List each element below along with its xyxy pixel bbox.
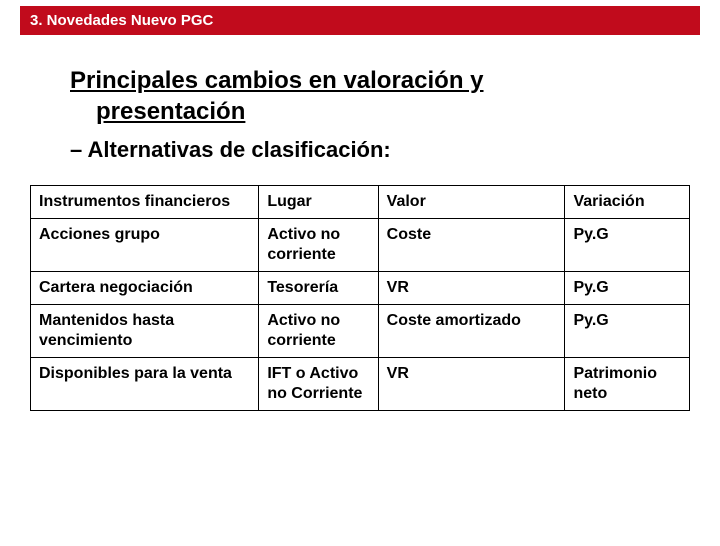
cell-lugar: IFT o Activo no Corriente	[259, 358, 378, 411]
table-row: Disponibles para la venta IFT o Activo n…	[31, 358, 690, 411]
title-line2: presentación	[70, 96, 670, 127]
col-header-variacion: Variación	[565, 186, 690, 219]
cell-instrumento: Mantenidos hasta vencimiento	[31, 305, 259, 358]
slide-header: 3. Novedades Nuevo PGC	[20, 6, 700, 35]
col-header-instrumentos: Instrumentos financieros	[31, 186, 259, 219]
cell-instrumento: Acciones grupo	[31, 219, 259, 272]
cell-lugar: Activo no corriente	[259, 219, 378, 272]
table-row: Mantenidos hasta vencimiento Activo no c…	[31, 305, 690, 358]
cell-variacion: Patrimonio neto	[565, 358, 690, 411]
cell-lugar: Activo no corriente	[259, 305, 378, 358]
col-header-valor: Valor	[378, 186, 565, 219]
table-header-row: Instrumentos financieros Lugar Valor Var…	[31, 186, 690, 219]
title-line1: Principales cambios en valoración y	[70, 67, 484, 94]
cell-valor: VR	[378, 358, 565, 411]
cell-instrumento: Cartera negociación	[31, 272, 259, 305]
cell-valor: Coste	[378, 219, 565, 272]
classification-table: Instrumentos financieros Lugar Valor Var…	[30, 185, 690, 411]
cell-variacion: Py.G	[565, 272, 690, 305]
content-area: Principales cambios en valoración y pres…	[0, 35, 720, 163]
cell-variacion: Py.G	[565, 219, 690, 272]
cell-lugar: Tesorería	[259, 272, 378, 305]
cell-instrumento: Disponibles para la venta	[31, 358, 259, 411]
table-row: Acciones grupo Activo no corriente Coste…	[31, 219, 690, 272]
table-row: Cartera negociación Tesorería VR Py.G	[31, 272, 690, 305]
table-container: Instrumentos financieros Lugar Valor Var…	[30, 185, 690, 411]
slide-header-label: 3. Novedades Nuevo PGC	[30, 12, 213, 29]
cell-valor: VR	[378, 272, 565, 305]
cell-valor: Coste amortizado	[378, 305, 565, 358]
main-title: Principales cambios en valoración y pres…	[70, 65, 670, 127]
subtitle: – Alternativas de clasificación:	[70, 137, 670, 163]
col-header-lugar: Lugar	[259, 186, 378, 219]
cell-variacion: Py.G	[565, 305, 690, 358]
